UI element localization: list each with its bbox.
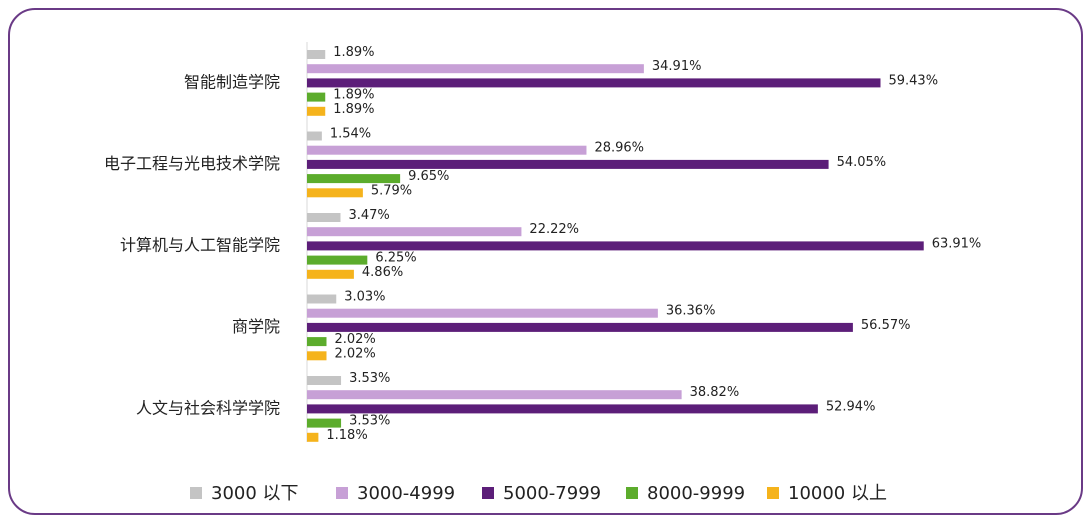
bar bbox=[307, 351, 327, 361]
data-label: 1.18% bbox=[326, 428, 367, 443]
data-label: 56.57% bbox=[861, 318, 911, 333]
legend-label: 3000-4999 bbox=[357, 483, 455, 504]
bar bbox=[307, 145, 587, 155]
data-label: 3.47% bbox=[348, 208, 389, 223]
bar bbox=[307, 131, 322, 141]
data-label: 9.65% bbox=[408, 169, 449, 184]
bar bbox=[307, 376, 342, 385]
bar bbox=[307, 188, 363, 198]
data-label: 38.82% bbox=[690, 385, 740, 400]
data-label: 36.36% bbox=[666, 304, 716, 319]
data-label: 3.53% bbox=[349, 371, 390, 386]
bar bbox=[307, 241, 924, 251]
bar bbox=[307, 106, 326, 116]
legend-swatch bbox=[626, 487, 638, 499]
data-label: 1.54% bbox=[330, 127, 371, 142]
data-label: 22.22% bbox=[529, 222, 579, 237]
frame bbox=[8, 8, 1083, 515]
legend-swatch bbox=[336, 487, 348, 499]
legend-label: 3000 以下 bbox=[211, 483, 299, 504]
bar bbox=[307, 337, 327, 347]
bar bbox=[307, 78, 881, 88]
data-label: 28.96% bbox=[594, 141, 644, 156]
data-label: 5.79% bbox=[371, 183, 412, 198]
data-label: 63.91% bbox=[932, 236, 982, 251]
data-label: 1.89% bbox=[333, 102, 374, 117]
data-label: 54.05% bbox=[837, 155, 887, 170]
legend-swatch bbox=[190, 487, 202, 499]
data-label: 2.02% bbox=[334, 332, 375, 347]
bar bbox=[307, 213, 341, 222]
category-label: 商学院 bbox=[232, 317, 280, 336]
bar bbox=[307, 404, 818, 414]
bar bbox=[307, 64, 644, 74]
bar bbox=[307, 390, 682, 400]
bar bbox=[307, 227, 522, 237]
bar bbox=[307, 159, 829, 169]
data-label: 3.53% bbox=[349, 414, 390, 429]
data-label: 1.89% bbox=[333, 88, 374, 103]
legend-label: 10000 以上 bbox=[788, 483, 887, 504]
bar bbox=[307, 322, 853, 332]
bar bbox=[307, 50, 326, 59]
data-label: 4.86% bbox=[362, 265, 403, 280]
data-label: 6.25% bbox=[375, 251, 416, 266]
data-label: 1.89% bbox=[333, 45, 374, 60]
legend-swatch bbox=[767, 487, 779, 499]
bar bbox=[307, 92, 326, 102]
legend-label: 5000-7999 bbox=[503, 483, 601, 504]
bar bbox=[307, 255, 368, 265]
bar bbox=[307, 418, 342, 428]
bar bbox=[307, 294, 337, 304]
category-label: 电子工程与光电技术学院 bbox=[104, 154, 280, 173]
data-label: 34.91% bbox=[652, 59, 702, 74]
data-label: 2.02% bbox=[334, 346, 375, 361]
bar bbox=[307, 432, 319, 442]
legend-swatch bbox=[482, 487, 494, 499]
data-label: 3.03% bbox=[344, 290, 385, 305]
data-label: 52.94% bbox=[826, 399, 876, 414]
category-label: 计算机与人工智能学院 bbox=[120, 235, 280, 254]
bar bbox=[307, 174, 401, 184]
data-label: 59.43% bbox=[888, 73, 938, 88]
category-label: 智能制造学院 bbox=[184, 72, 280, 91]
category-label: 人文与社会科学学院 bbox=[136, 398, 280, 417]
legend-label: 8000-9999 bbox=[647, 483, 745, 504]
bar bbox=[307, 308, 658, 318]
bar bbox=[307, 269, 354, 279]
